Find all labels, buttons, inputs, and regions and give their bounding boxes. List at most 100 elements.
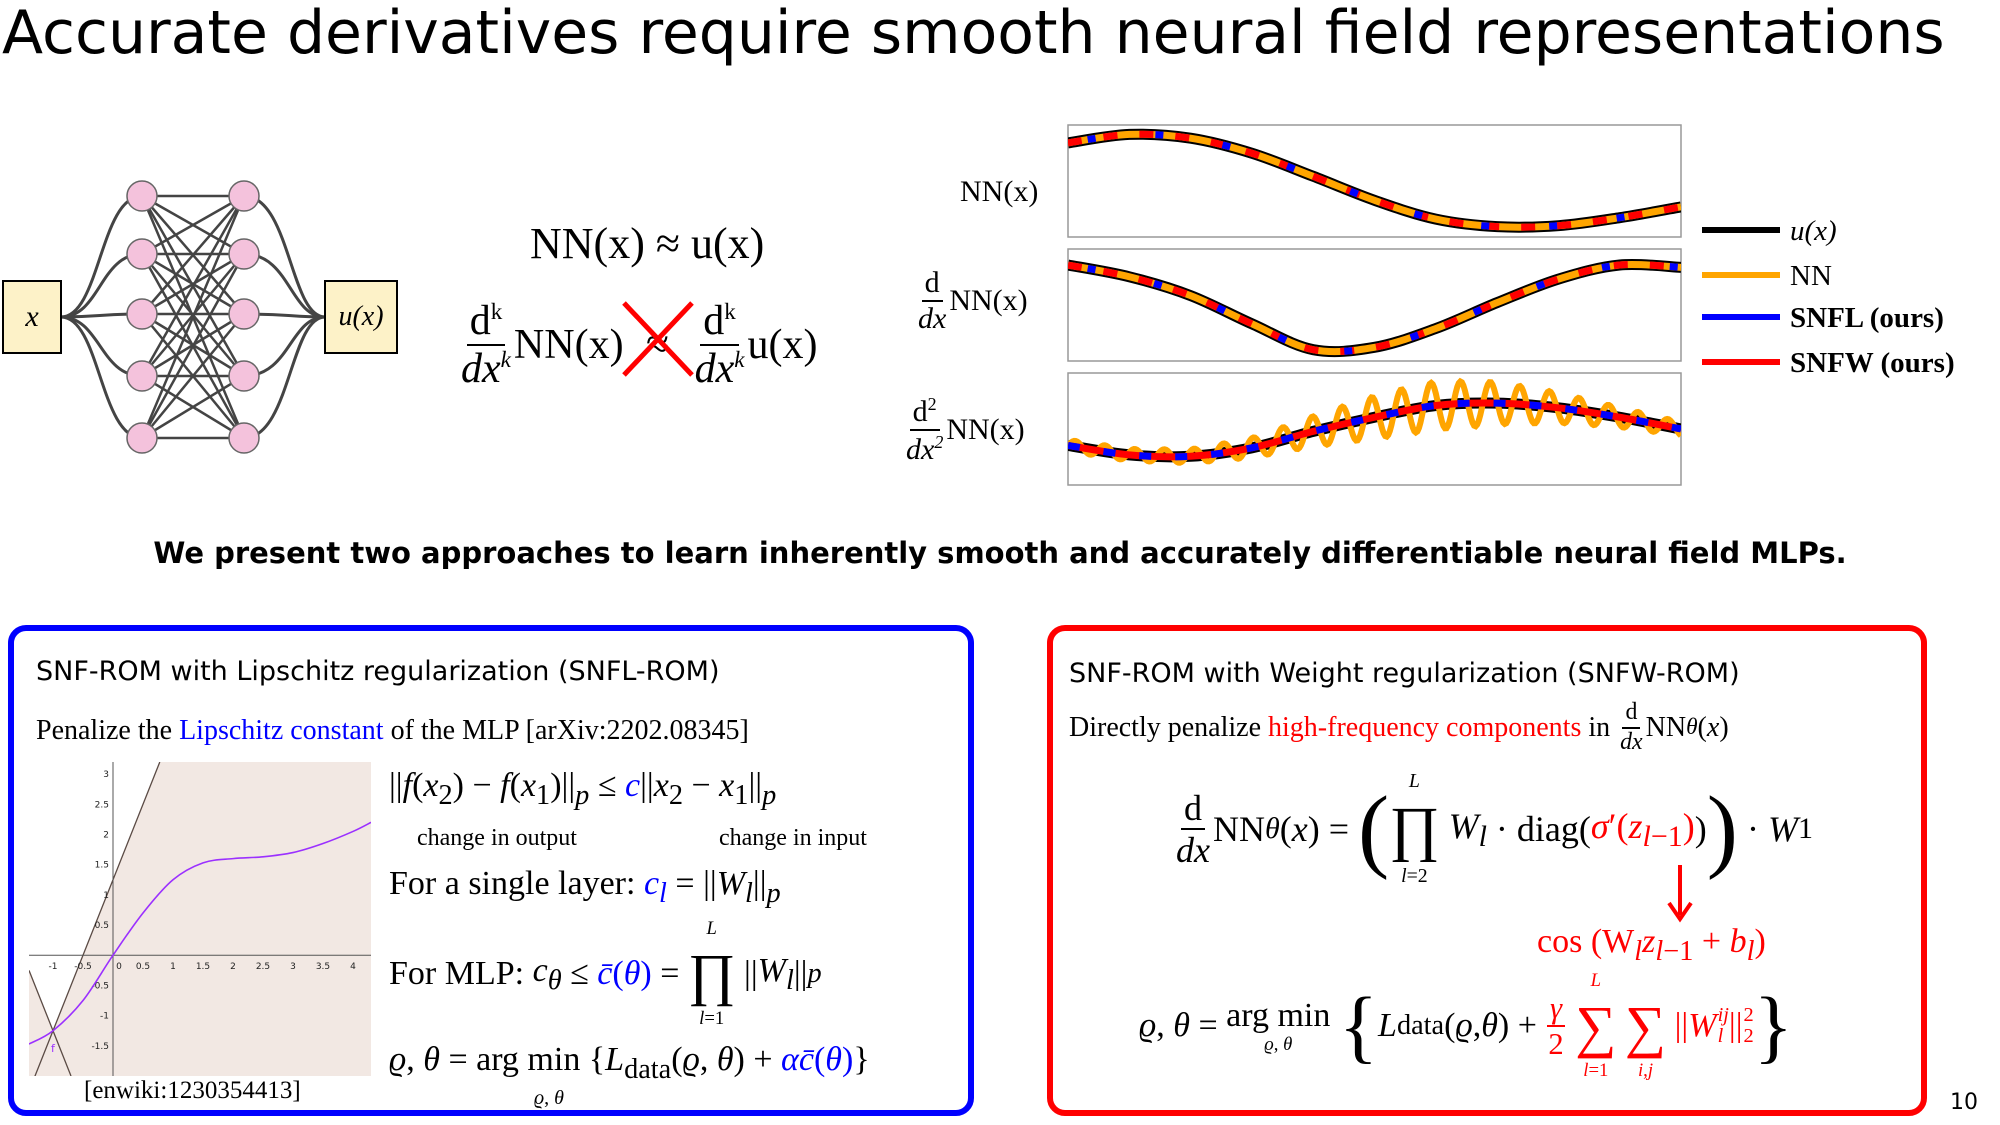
panel2-ylabel: d dx NN(x) (915, 268, 1028, 334)
legend-label: NN (1790, 260, 1832, 292)
snfl-intro: Penalize the Lipschitz constant of the M… (36, 715, 749, 747)
network-node (228, 422, 260, 454)
panel-series (1068, 128, 1681, 233)
lipschitz-graph: -1 -0.5 0 0.5 1 1.5 2 2.5 3 3.5 4 3 2.5 2 1.5 1 0.5 -0.5 -… (29, 762, 371, 1076)
series-snfw-line (1068, 130, 1681, 231)
frac-sup: k (500, 346, 511, 372)
change-in-output-label: change in output (417, 825, 577, 851)
y-tick-label: -1 (100, 1012, 109, 1022)
network-node (126, 180, 158, 212)
network-edge (140, 195, 246, 439)
derivative-plots: u(x) NN SNFL (ours) SNFW (ours) (1067, 124, 1955, 486)
snfl-panel: SNF-ROM with Lipschitz regularization (S… (8, 625, 974, 1116)
frac-num: d (469, 298, 491, 344)
lipschitz-constant-text: Lipschitz constant (179, 715, 384, 746)
network-node (126, 238, 158, 270)
network-output-label: u(x) (338, 301, 384, 332)
x-tick-label: 2 (230, 962, 236, 972)
legend-label: u(x) (1790, 215, 1837, 247)
change-in-input-label: change in input (719, 825, 867, 851)
slide-subtitle: We present two approaches to learn inher… (153, 536, 1847, 570)
function-curve (29, 821, 371, 1045)
cone-line (29, 970, 72, 1076)
x-tick-label: -0.5 (74, 962, 92, 972)
high-frequency-text: high-frequency components (1268, 711, 1582, 743)
frac-num: d (921, 268, 943, 302)
series-snfl-line (1068, 399, 1681, 461)
panel3-frac: d2 dx2 (903, 395, 946, 465)
intro-text: Penalize the (36, 715, 180, 746)
x-tick-label: 0 (116, 962, 122, 972)
y-tick-label: -1.5 (91, 1042, 109, 1052)
network-node (228, 360, 260, 392)
network-input-label: x (25, 300, 39, 333)
lipschitz-inequality: ||f(x2) − f(x1)||p ≤ c||x2 − x1||p (389, 767, 777, 811)
network-node (228, 298, 260, 330)
deriv-frac-right: dk dxk (692, 298, 748, 392)
snfl-heading: SNF-ROM with Lipschitz regularization (S… (36, 656, 720, 687)
y-tick-label: -0.5 (91, 981, 109, 991)
mlp-equation: For MLP: cθ ≤ c̄(θ) = L ∏ l=1 || Wl || p (389, 918, 822, 1029)
y-tick-label: 1.5 (95, 861, 109, 871)
panel1-ylabel: NN(x) (960, 175, 1039, 208)
slide-title: Accurate derivatives require smooth neur… (2, 0, 1945, 68)
cos-term-text: cos (W (1537, 923, 1635, 960)
panel3-ylabel-fn: NN(x) (946, 413, 1025, 446)
snfw-intro: Directly penalize high-frequency compone… (1069, 699, 1729, 755)
frac-num: d (703, 298, 725, 344)
x-tick-label: 3 (290, 962, 296, 972)
intro-text: in (1588, 711, 1611, 743)
panel-series (1068, 259, 1681, 358)
snfw-derivative-equation: d dx NN θ(x) = (L ∏ l=2 Wl · diag(σ′(zl−1))) … (1176, 770, 1813, 888)
panel2-frac: d dx (915, 268, 949, 334)
deriv-left-fn: NN(x) (513, 322, 624, 368)
network-edge (140, 253, 246, 439)
output-box (324, 280, 398, 354)
frac-num: d2 (909, 395, 940, 431)
y-tick-label: 3 (103, 770, 109, 780)
lipschitz-source: [enwiki:1230354413] (84, 1077, 301, 1104)
snfl-argmin-equation: ϱ, θ = arg min {Ldata(ϱ, θ) + αc̄(θ)} (389, 1041, 870, 1085)
plot-panel-3 (1067, 372, 1682, 486)
frac-sup: k (734, 346, 745, 372)
y-tick-label: 2.5 (95, 800, 109, 810)
deriv-right-fn: u(x) (747, 322, 818, 368)
neural-network-diagram (2, 180, 398, 454)
snfw-heading: SNF-ROM with Weight regularization (SNFW… (1069, 658, 1740, 689)
x-tick-label: 1.5 (196, 962, 210, 972)
x-tick-label: 2.5 (256, 962, 270, 972)
network-edge (141, 374, 245, 440)
frac-den: dx (694, 346, 735, 392)
mlp-text: For MLP: (389, 955, 525, 993)
frac-den: dx (918, 302, 947, 335)
network-edge (243, 315, 326, 440)
x-tick-label: 3.5 (316, 962, 330, 972)
graph-excluded-region (29, 762, 160, 1031)
legend-label: SNFW (ours) (1790, 347, 1955, 379)
cone-line (34, 762, 161, 1076)
down-arrow-icon (1667, 865, 1693, 923)
network-edge (141, 194, 245, 256)
x-tick-label: 4 (350, 962, 356, 972)
network-node (228, 180, 260, 212)
x-tick-label: 0.5 (136, 962, 150, 972)
network-edge (243, 194, 326, 319)
network-edge (141, 195, 245, 315)
curve-label: f (51, 1042, 56, 1055)
legend-label: SNFL (ours) (1790, 302, 1944, 334)
y-tick-label: 1 (103, 891, 109, 901)
series-snfw-line (1068, 261, 1681, 356)
argmin-subscript: ϱ, θ (534, 1087, 564, 1109)
network-node (228, 238, 260, 270)
approx-symbol-crossed: ≈ (621, 301, 694, 377)
red-cross-icon (621, 301, 694, 377)
input-box (2, 280, 62, 354)
intro-text: Directly penalize (1069, 711, 1262, 743)
frac-den: dx2 (906, 432, 944, 466)
page-number: 10 (1950, 1090, 1978, 1115)
y-tick-label: 0.5 (95, 921, 109, 931)
x-tick-label: -1 (49, 962, 58, 972)
frac-sup: k (724, 298, 736, 324)
